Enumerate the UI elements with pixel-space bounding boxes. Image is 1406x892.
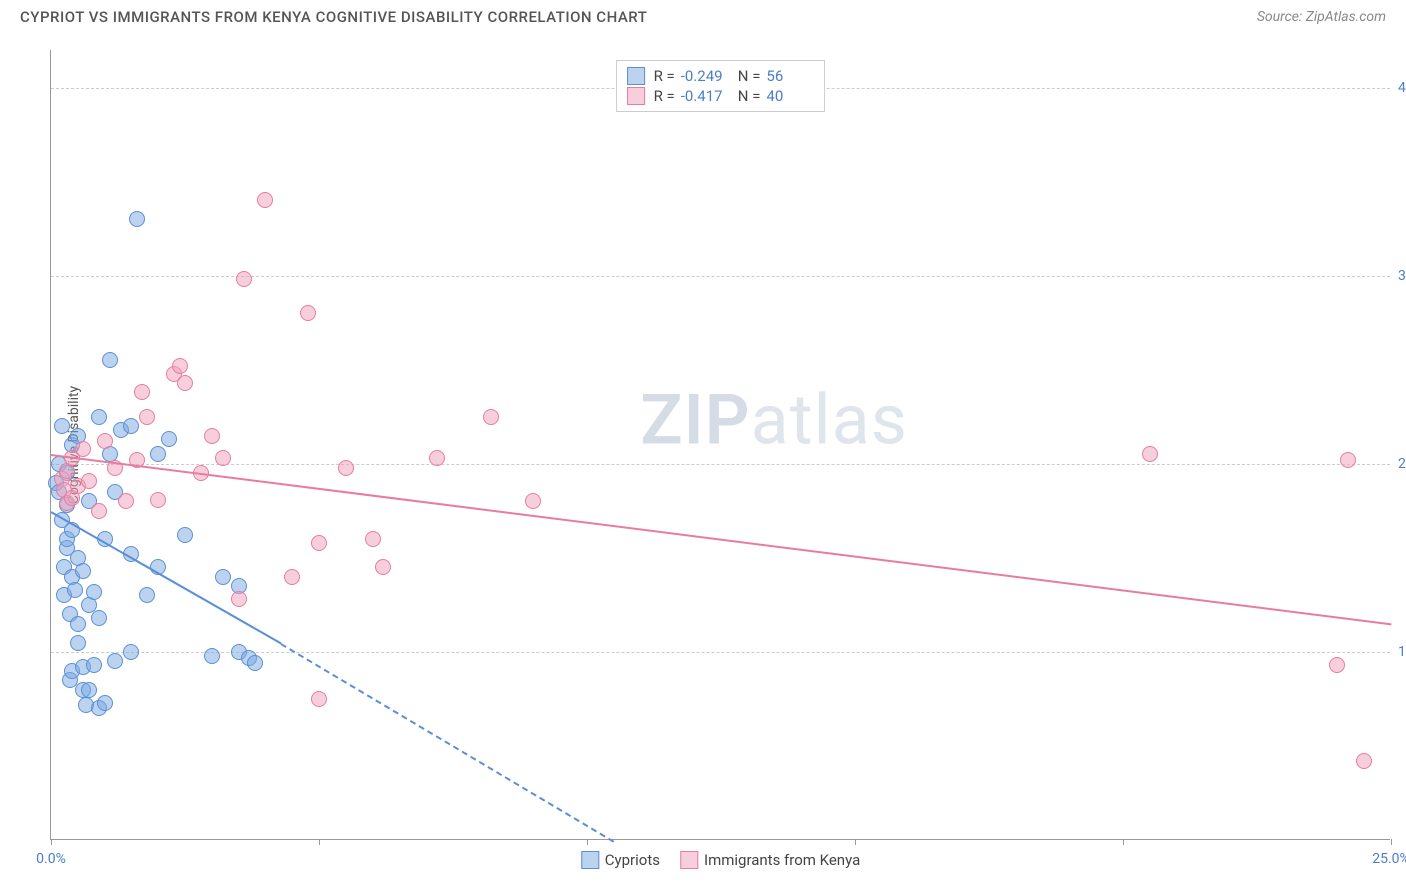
x-tick-label: 0.0%	[36, 851, 66, 867]
scatter-point	[177, 375, 193, 391]
legend-swatch	[581, 851, 599, 869]
stat-r-label: R =	[654, 67, 675, 85]
scatter-point	[429, 450, 445, 466]
legend-swatch	[627, 87, 645, 105]
y-tick-label: 20.0%	[1390, 456, 1406, 472]
stat-n-value: 40	[766, 87, 814, 105]
chart-title: CYPRIOT VS IMMIGRANTS FROM KENYA COGNITI…	[20, 8, 647, 26]
scatter-point	[204, 648, 220, 664]
scatter-point	[86, 584, 102, 600]
y-tick-label: 10.0%	[1390, 644, 1406, 660]
scatter-point	[118, 493, 134, 509]
scatter-point	[70, 616, 86, 632]
watermark: ZIPatlas	[640, 379, 908, 461]
scatter-point	[284, 569, 300, 585]
scatter-point	[236, 271, 252, 287]
scatter-point	[300, 305, 316, 321]
scatter-point	[91, 409, 107, 425]
stats-box: R = -0.249 N = 56 R = -0.417 N = 40	[616, 60, 826, 112]
gridline-h	[51, 464, 1390, 465]
scatter-point	[375, 559, 391, 575]
scatter-point	[1356, 753, 1372, 769]
scatter-point	[525, 493, 541, 509]
scatter-point	[204, 428, 220, 444]
legend-item: Cypriots	[581, 851, 660, 869]
x-tick	[51, 839, 52, 845]
chart-container: Cognitive Disability ZIPatlas 10.0%20.0%…	[50, 50, 1390, 840]
scatter-point	[247, 655, 263, 671]
scatter-point	[97, 695, 113, 711]
stat-n-label: N =	[738, 87, 761, 105]
scatter-point	[215, 569, 231, 585]
scatter-point	[67, 582, 83, 598]
bottom-legend: Cypriots Immigrants from Kenya	[581, 851, 860, 869]
trendline-dashed	[281, 643, 614, 842]
scatter-point	[231, 591, 247, 607]
x-tick-label: 25.0%	[1372, 851, 1406, 867]
scatter-point	[150, 492, 166, 508]
scatter-point	[139, 587, 155, 603]
scatter-point	[97, 433, 113, 449]
stat-n-value: 56	[766, 67, 814, 85]
scatter-point	[161, 431, 177, 447]
x-tick	[1123, 839, 1124, 845]
scatter-point	[257, 192, 273, 208]
scatter-point	[1340, 452, 1356, 468]
scatter-point	[1142, 446, 1158, 462]
stats-row: R = -0.417 N = 40	[627, 86, 815, 106]
scatter-point	[172, 358, 188, 374]
x-tick	[1391, 839, 1392, 845]
x-tick	[319, 839, 320, 845]
trendline	[51, 454, 1391, 625]
scatter-point	[311, 691, 327, 707]
y-tick-label: 40.0%	[1390, 80, 1406, 96]
x-tick	[855, 839, 856, 845]
scatter-point	[91, 503, 107, 519]
stats-row: R = -0.249 N = 56	[627, 66, 815, 86]
scatter-point	[139, 409, 155, 425]
scatter-point	[311, 535, 327, 551]
scatter-point	[54, 418, 70, 434]
legend-item: Immigrants from Kenya	[680, 851, 860, 869]
scatter-point	[483, 409, 499, 425]
scatter-point	[75, 441, 91, 457]
scatter-point	[338, 460, 354, 476]
chart-header: CYPRIOT VS IMMIGRANTS FROM KENYA COGNITI…	[0, 0, 1406, 26]
legend-label: Immigrants from Kenya	[704, 851, 860, 869]
scatter-point	[86, 657, 102, 673]
scatter-point	[215, 450, 231, 466]
chart-source: Source: ZipAtlas.com	[1257, 9, 1386, 25]
stat-n-label: N =	[738, 67, 761, 85]
gridline-h	[51, 276, 1390, 277]
legend-swatch	[627, 67, 645, 85]
scatter-point	[150, 446, 166, 462]
scatter-point	[75, 563, 91, 579]
stat-r-label: R =	[654, 87, 675, 105]
scatter-point	[123, 418, 139, 434]
scatter-point	[102, 352, 118, 368]
scatter-point	[365, 531, 381, 547]
x-tick	[587, 839, 588, 845]
scatter-point	[129, 211, 145, 227]
scatter-point	[177, 527, 193, 543]
scatter-point	[91, 610, 107, 626]
legend-label: Cypriots	[605, 851, 660, 869]
y-tick-label: 30.0%	[1390, 268, 1406, 284]
scatter-point	[70, 635, 86, 651]
plot-area: ZIPatlas 10.0%20.0%30.0%40.0%0.0%25.0%R …	[50, 50, 1390, 840]
scatter-point	[107, 653, 123, 669]
stat-r-value: -0.417	[681, 87, 729, 105]
scatter-point	[81, 682, 97, 698]
stat-r-value: -0.249	[681, 67, 729, 85]
legend-swatch	[680, 851, 698, 869]
scatter-point	[123, 644, 139, 660]
scatter-point	[134, 384, 150, 400]
scatter-point	[81, 473, 97, 489]
scatter-point	[1329, 657, 1345, 673]
